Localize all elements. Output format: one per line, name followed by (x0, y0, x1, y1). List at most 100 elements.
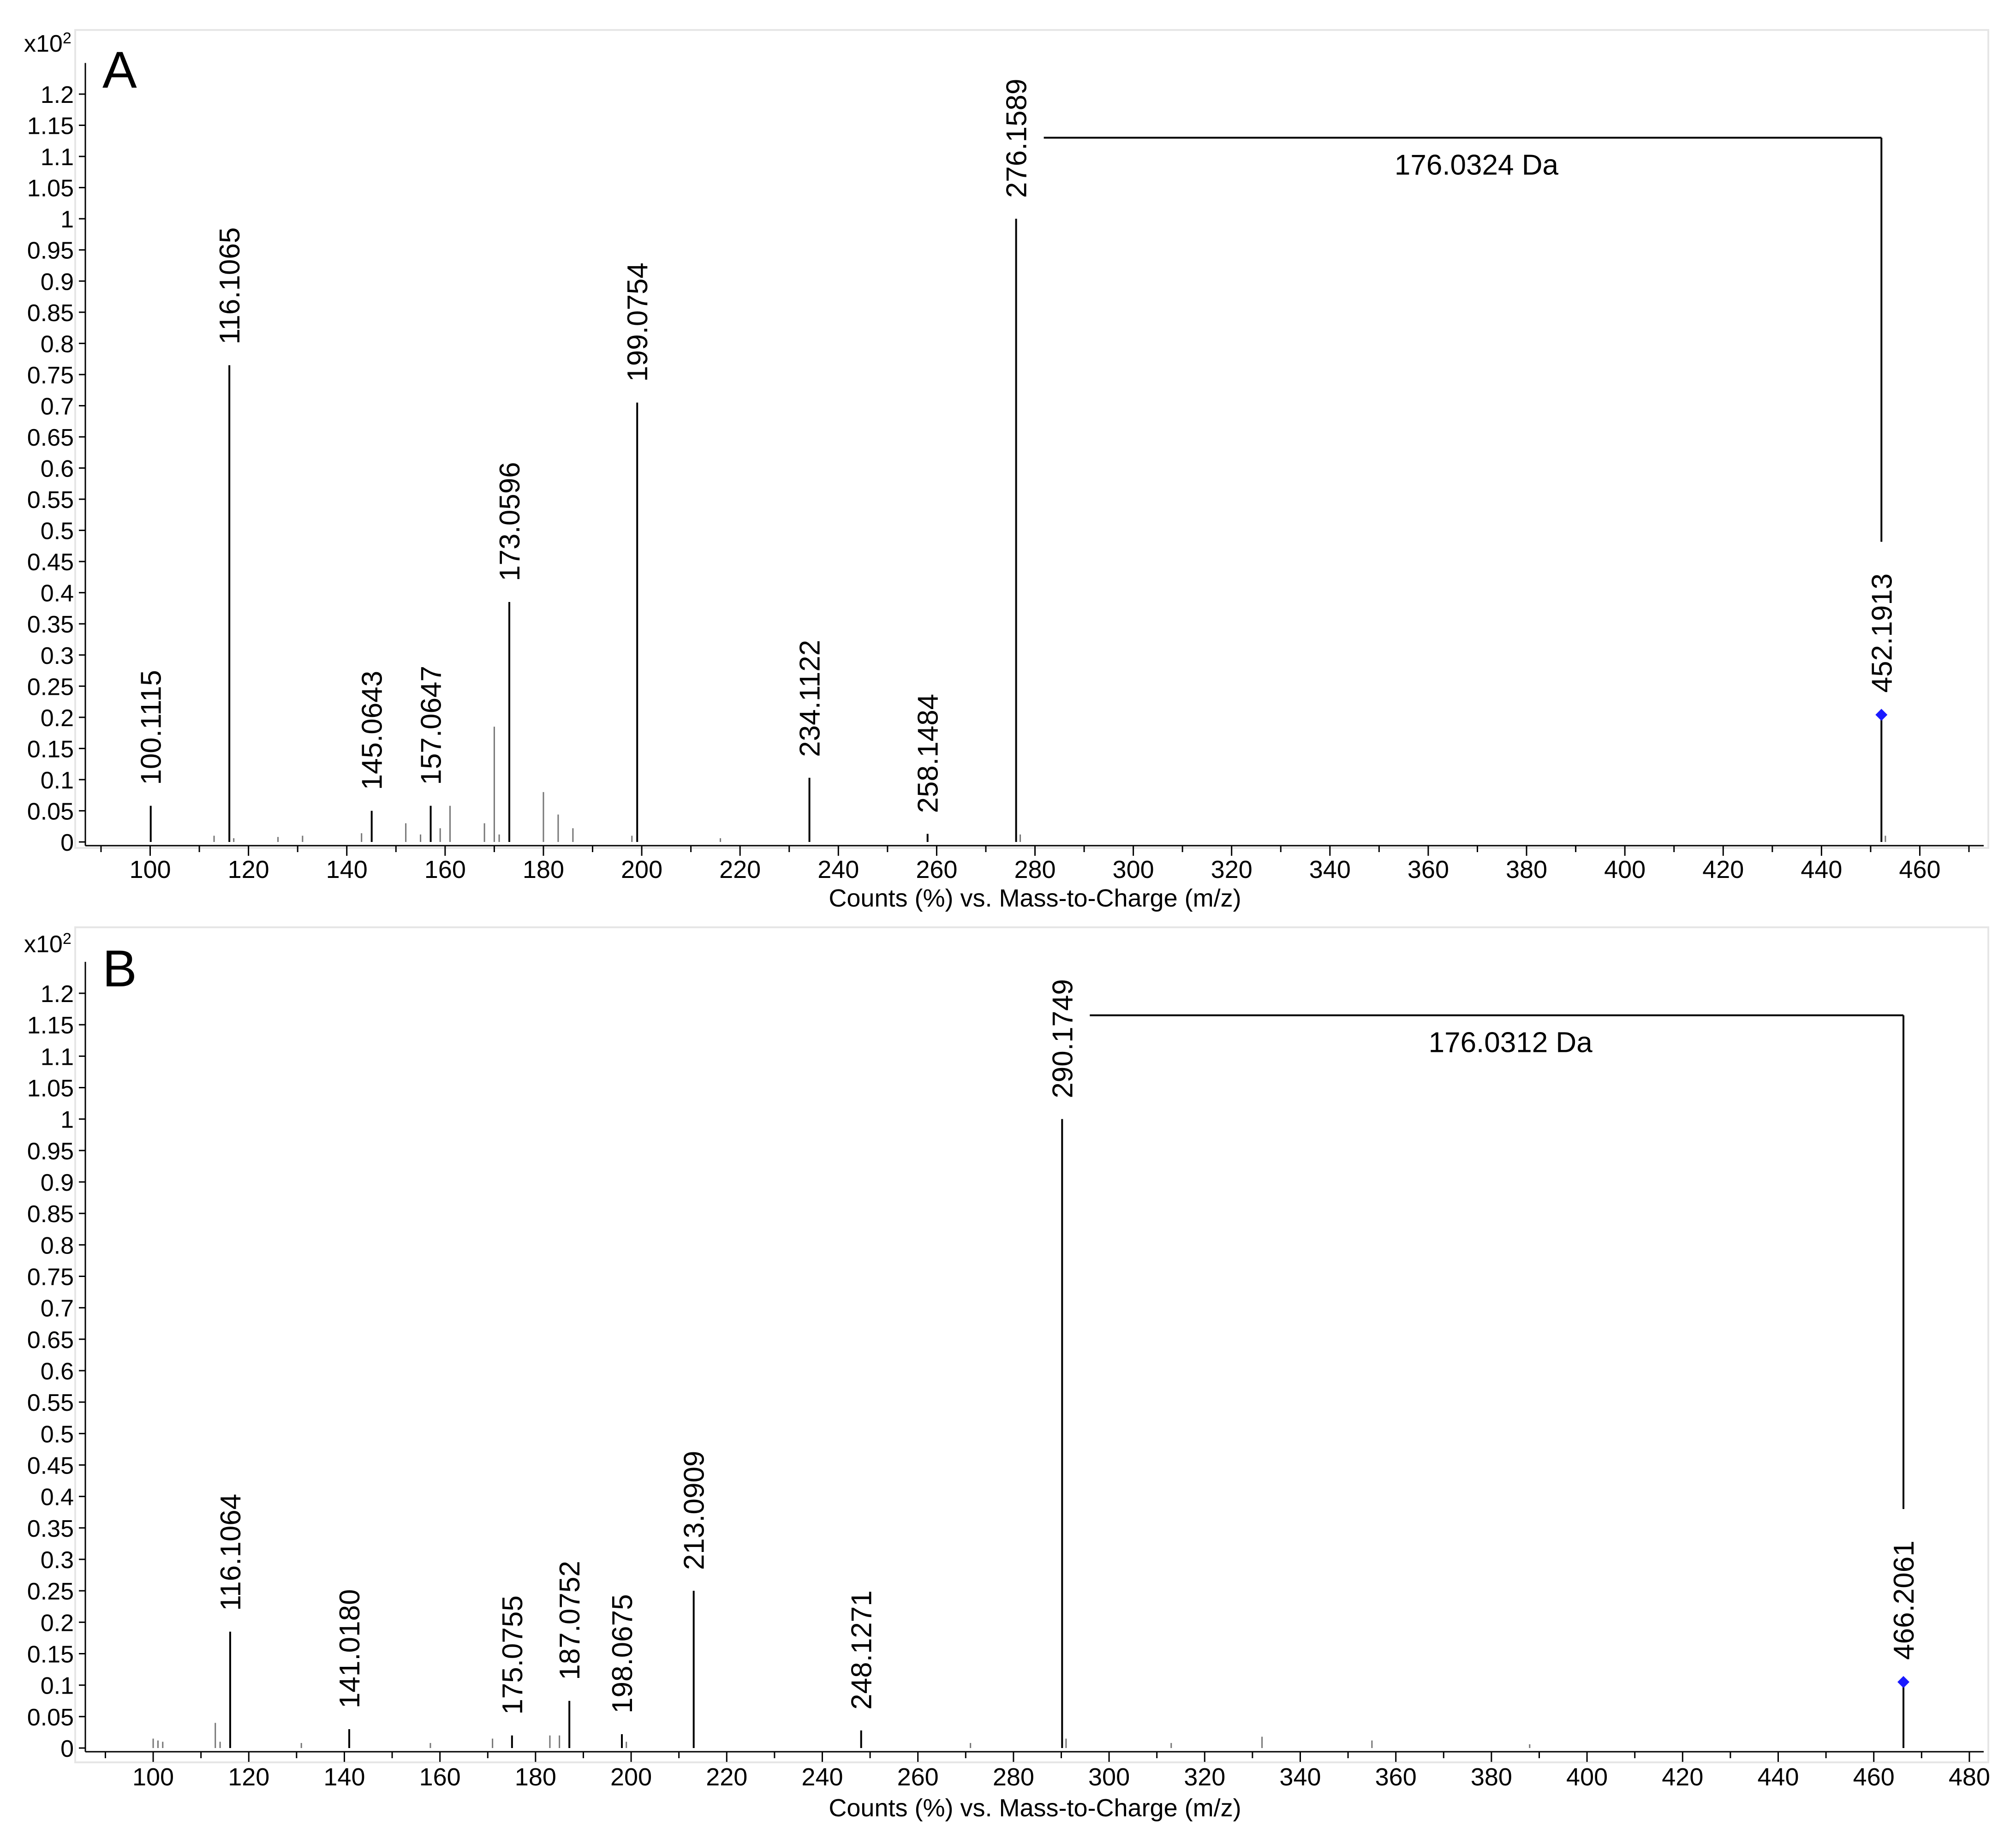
peak-label: 234.1122 (794, 640, 826, 757)
y-tick-label: 0.7 (41, 1295, 74, 1322)
peak-label: 116.1065 (214, 227, 246, 345)
y-tick-label: 0 (60, 1736, 74, 1762)
x-tick-label: 320 (1211, 856, 1253, 883)
x-axis-ticks: 100 120 140 160 180 200 220 240 260 280 300 320 340 3… (104, 1752, 1990, 1791)
y-tick-label: 0.1 (41, 767, 74, 794)
y-tick-label: 0.2 (41, 705, 74, 732)
y-tick-label: 0.5 (41, 518, 74, 545)
y-tick-label: 0.95 (27, 1138, 74, 1165)
peak-label: 145.0643 (357, 671, 388, 790)
x-tick-label: 200 (610, 1763, 652, 1791)
x-tick-label: 160 (419, 1763, 461, 1791)
x-tick-label: 280 (993, 1763, 1034, 1791)
x-axis-ticks: 100 120 140 160 180 200 220 240 260 280 300 320 340 3… (100, 846, 1970, 883)
x-tick-label: 280 (1014, 856, 1056, 883)
y-tick-label: 0.55 (27, 487, 74, 513)
x-tick-label: 200 (621, 856, 662, 883)
x-tick-label: 300 (1113, 856, 1154, 883)
x-tick-label: 100 (132, 1763, 174, 1791)
x-tick-label: 360 (1375, 1763, 1417, 1791)
y-tick-label: 1.15 (27, 1012, 74, 1039)
x-tick-label: 480 (1949, 1763, 1990, 1791)
y-tick-label: 0.1 (41, 1673, 74, 1700)
x-tick-label: 300 (1088, 1763, 1130, 1791)
y-tick-label: 0.75 (27, 1264, 74, 1291)
x-tick-label: 180 (515, 1763, 556, 1791)
neutral-loss-label: 176.0312 Da (1429, 1027, 1593, 1059)
x-tick-label: 140 (323, 1763, 365, 1791)
y-tick-label: 0.9 (41, 269, 74, 295)
panel-b: B x102 0 0.05 0.1 0.15 0.2 0.25 0.3 0.35 0.4 0.45… (24, 926, 1990, 1822)
x-tick-label: 220 (706, 1763, 747, 1791)
scale-label: x102 (24, 30, 72, 57)
x-tick-label: 400 (1604, 856, 1646, 883)
x-tick-label: 100 (129, 856, 171, 883)
y-tick-label: 0.65 (27, 424, 74, 451)
y-tick-label: 1 (60, 1107, 74, 1134)
y-tick-label: 1.05 (27, 1075, 74, 1102)
y-tick-label: 0.4 (41, 1484, 74, 1511)
y-tick-label: 1.05 (27, 175, 74, 202)
y-tick-label: 0.5 (41, 1421, 74, 1448)
y-tick-label: 0.95 (27, 238, 74, 264)
peak-label: 276.1589 (1001, 79, 1033, 198)
x-tick-label: 160 (424, 856, 466, 883)
y-tick-label: 0.25 (27, 674, 74, 700)
y-tick-label: 0.9 (41, 1170, 74, 1196)
scale-exponent: 2 (63, 930, 72, 948)
y-tick-label: 1.2 (41, 82, 74, 108)
y-tick-label: 1.1 (41, 144, 74, 171)
minor-peaks (152, 1723, 1531, 1748)
x-axis-title: Counts (%) vs. Mass-to-Charge (m/z) (829, 1794, 1241, 1822)
y-tick-label: 0.15 (27, 1641, 74, 1668)
peak-label: 173.0596 (494, 462, 526, 581)
y-tick-label: 1.2 (41, 981, 74, 1008)
peak-label: 175.0755 (497, 1595, 529, 1715)
panel-frame (74, 926, 1989, 1763)
x-tick-label: 240 (801, 1763, 843, 1791)
y-tick-label: 0.3 (41, 1547, 74, 1574)
scale-base: x10 (24, 30, 63, 57)
y-tick-label: 1.15 (27, 113, 74, 140)
x-tick-label: 260 (916, 856, 957, 883)
x-tick-label: 400 (1566, 1763, 1608, 1791)
x-tick-label: 260 (897, 1763, 939, 1791)
x-axis-title: Counts (%) vs. Mass-to-Charge (m/z) (829, 884, 1241, 912)
precursor-marker (1897, 1676, 1910, 1688)
x-tick-label: 340 (1279, 1763, 1321, 1791)
y-tick-label: 0.2 (41, 1610, 74, 1636)
x-tick-label: 440 (1757, 1763, 1799, 1791)
y-tick-label: 0.55 (27, 1390, 74, 1416)
peak-label: 116.1064 (215, 1494, 247, 1611)
y-tick-label: 0.7 (41, 393, 74, 420)
y-tick-label: 0.05 (27, 798, 74, 825)
y-tick-label: 0 (60, 829, 74, 856)
x-tick-label: 420 (1702, 856, 1744, 883)
scale-exponent: 2 (63, 30, 72, 47)
y-tick-label: 0.25 (27, 1578, 74, 1605)
x-tick-label: 380 (1471, 1763, 1512, 1791)
peak-label: 187.0752 (554, 1561, 586, 1680)
x-tick-label: 220 (719, 856, 761, 883)
y-tick-label: 1 (60, 206, 74, 233)
y-axis-ticks: 0 0.05 0.1 0.15 0.2 0.25 0.3 0.35 0.4 0.45 0.5 0.55… (27, 981, 85, 1762)
y-tick-label: 0.8 (41, 1232, 74, 1259)
x-tick-label: 460 (1899, 856, 1940, 883)
y-tick-label: 1.1 (41, 1044, 74, 1070)
peak-label: 466.2061 (1888, 1540, 1920, 1660)
x-tick-label: 360 (1408, 856, 1449, 883)
y-tick-label: 0.85 (27, 1201, 74, 1228)
peak-label: 141.0180 (334, 1589, 366, 1708)
y-tick-label: 0.65 (27, 1327, 74, 1354)
peak-label: 248.1271 (846, 1590, 878, 1710)
panel-a: A x102 0 0.05 0.1 0.15 0.2 0.25 0.3 0.35 0.4 0.45… (24, 29, 1989, 912)
y-tick-label: 0.6 (41, 456, 74, 483)
x-tick-label: 240 (817, 856, 859, 883)
scale-label: x102 (24, 930, 72, 958)
panel-label: B (102, 940, 137, 997)
y-tick-label: 0.35 (27, 1516, 74, 1542)
x-tick-label: 380 (1506, 856, 1547, 883)
y-tick-label: 0.05 (27, 1704, 74, 1731)
x-tick-label: 420 (1662, 1763, 1703, 1791)
